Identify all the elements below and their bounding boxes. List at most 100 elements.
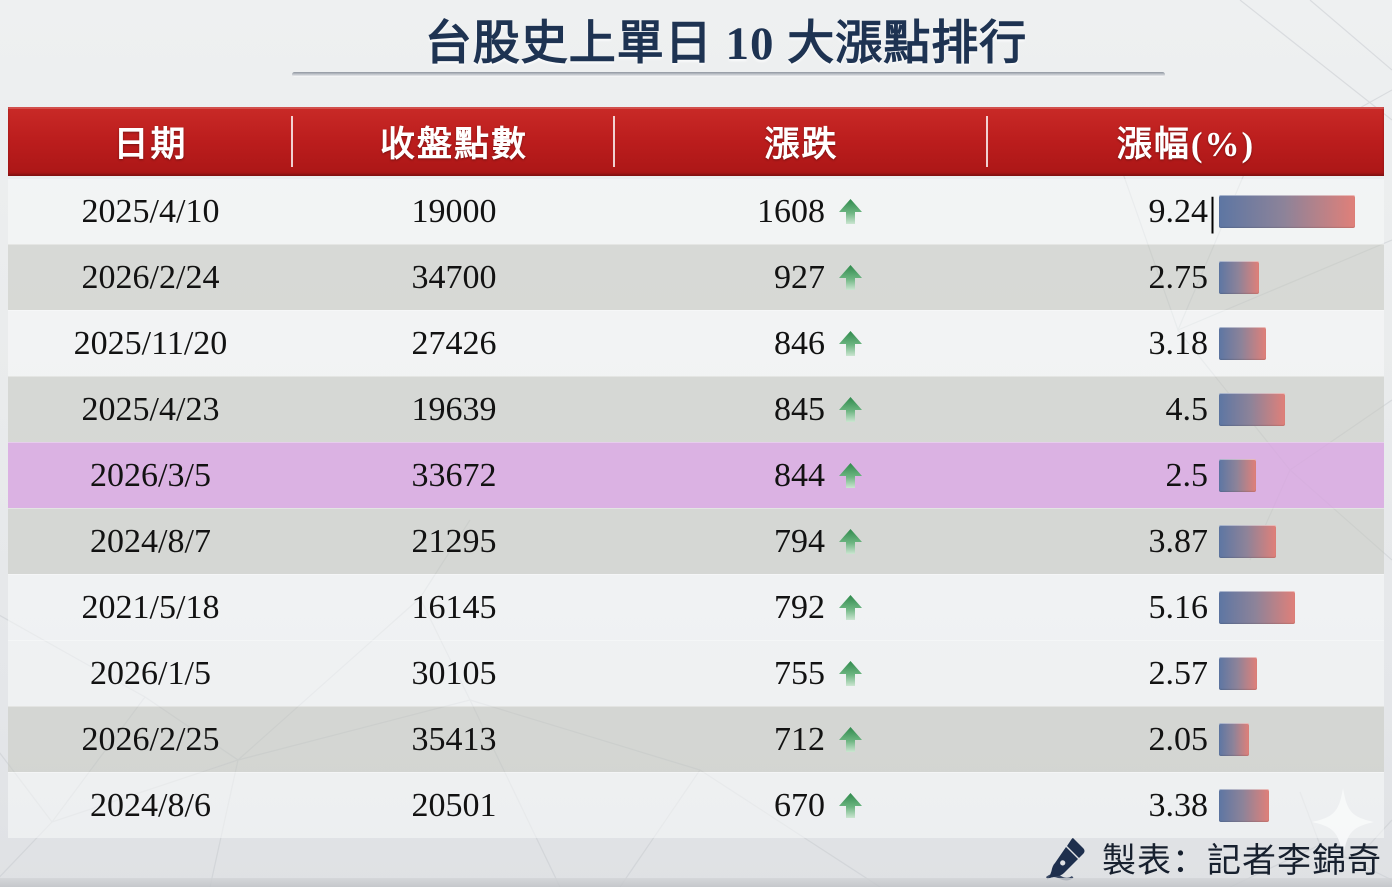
date-cell: 2025/4/23 xyxy=(81,390,220,428)
header-change: 漲跌 xyxy=(613,116,988,167)
close-cell: 19000 xyxy=(411,192,497,230)
ranking-table: 日期 收盤點數 漲跌 漲幅(%) 2025/4/10 19000 1608 9.… xyxy=(8,107,1384,838)
date-cell: 2024/8/6 xyxy=(90,786,211,824)
date-cell: 2021/5/18 xyxy=(81,588,220,626)
close-cell: 35413 xyxy=(411,720,497,758)
header-date: 日期 xyxy=(113,125,188,164)
bar-left-tick: | xyxy=(1208,188,1217,234)
pct-value: 9.24 xyxy=(1148,192,1209,230)
change-value: 712 xyxy=(774,720,825,758)
date-cell: 2026/3/5 xyxy=(90,456,211,494)
table-row: 2025/11/20 27426 846 3.18 xyxy=(8,310,1384,376)
fountain-pen-icon xyxy=(1046,837,1085,881)
up-arrow-icon xyxy=(839,595,862,620)
close-cell: 19639 xyxy=(411,390,497,428)
table-row: 2024/8/6 20501 670 3.38 xyxy=(8,772,1384,838)
header-close: 收盤點數 xyxy=(291,116,615,167)
close-cell: 16145 xyxy=(411,588,497,626)
pct-value: 2.57 xyxy=(1148,654,1209,692)
table-row: 2025/4/23 19639 845 4.5 xyxy=(8,376,1384,442)
pct-cell: 2.05 xyxy=(988,707,1384,772)
pct-bar xyxy=(1219,327,1266,360)
change-value: 792 xyxy=(774,588,825,626)
up-arrow-icon xyxy=(839,793,862,818)
change-value: 1608 xyxy=(757,192,825,230)
up-arrow-icon xyxy=(839,727,862,752)
pct-bar xyxy=(1219,723,1249,756)
table-row: 2024/8/7 21295 794 3.87 xyxy=(8,508,1384,574)
table-row: 2026/2/24 34700 927 2.75 xyxy=(8,244,1384,310)
close-cell: 33672 xyxy=(411,456,497,494)
pct-cell: 3.38 xyxy=(988,773,1384,838)
title-divider xyxy=(292,72,1165,77)
pct-bar xyxy=(1219,393,1285,426)
pct-cell: 5.16 xyxy=(988,575,1384,640)
page-title: 台股史上單日 10 大漲點排行 xyxy=(424,18,1028,70)
pct-cell: 2.75 xyxy=(988,245,1384,310)
date-cell: 2026/2/25 xyxy=(81,720,220,758)
change-value: 670 xyxy=(774,786,825,824)
table-row: 2025/4/10 19000 1608 9.24 | xyxy=(8,179,1384,244)
change-value: 846 xyxy=(774,324,825,362)
close-cell: 20501 xyxy=(411,786,497,824)
change-cell: 670 xyxy=(615,773,988,838)
change-value: 927 xyxy=(774,258,825,296)
credit-text: 製表：記者李錦奇 xyxy=(1102,843,1382,880)
pct-value: 5.16 xyxy=(1148,588,1209,626)
table-header-row: 日期 收盤點數 漲跌 漲幅(%) xyxy=(8,107,1384,176)
close-cell: 27426 xyxy=(411,324,497,362)
header-pct: 漲幅(%) xyxy=(986,116,1384,167)
table-row: 2021/5/18 16145 792 5.16 xyxy=(8,574,1384,640)
close-cell: 21295 xyxy=(411,522,497,560)
up-arrow-icon xyxy=(839,661,862,686)
change-value: 794 xyxy=(774,522,825,560)
change-cell: 845 xyxy=(615,377,988,442)
close-cell: 30105 xyxy=(411,654,497,692)
pct-bar xyxy=(1219,525,1276,558)
change-value: 845 xyxy=(774,390,825,428)
up-arrow-icon xyxy=(839,529,862,554)
pct-cell: 2.5 xyxy=(988,443,1384,508)
table-body: 2025/4/10 19000 1608 9.24 | 2026/2/24 34… xyxy=(8,179,1384,838)
up-arrow-icon xyxy=(839,265,862,290)
change-cell: 712 xyxy=(615,707,988,772)
change-cell: 844 xyxy=(615,443,988,508)
pct-cell: 4.5 xyxy=(988,377,1384,442)
date-cell: 2025/4/10 xyxy=(81,192,220,230)
pct-cell: 3.87 xyxy=(988,509,1384,574)
change-cell: 846 xyxy=(615,311,988,376)
pct-cell: 3.18 xyxy=(988,311,1384,376)
date-cell: 2025/11/20 xyxy=(73,324,228,362)
date-cell: 2026/1/5 xyxy=(90,654,211,692)
pct-value: 3.87 xyxy=(1148,522,1209,560)
pct-cell: 2.57 xyxy=(988,641,1384,706)
date-cell: 2026/2/24 xyxy=(81,258,220,296)
date-cell: 2024/8/7 xyxy=(90,522,211,560)
up-arrow-icon xyxy=(839,331,862,356)
up-arrow-icon xyxy=(839,199,862,224)
table-row: 2026/1/5 30105 755 2.57 xyxy=(8,640,1384,706)
footer-credit: 製表：記者李錦奇 xyxy=(1042,833,1382,882)
close-cell: 34700 xyxy=(411,258,497,296)
pct-bar xyxy=(1219,789,1269,822)
up-arrow-icon xyxy=(839,463,862,488)
pct-value: 2.05 xyxy=(1148,720,1209,758)
title-block: 台股史上單日 10 大漲點排行 xyxy=(0,4,1392,73)
pct-value: 3.18 xyxy=(1148,324,1209,362)
bottom-edge-strip xyxy=(0,878,1392,887)
change-cell: 927 xyxy=(615,245,988,310)
change-cell: 794 xyxy=(615,509,988,574)
pct-bar xyxy=(1219,657,1257,690)
change-cell: 792 xyxy=(615,575,988,640)
change-cell: 1608 xyxy=(615,179,988,244)
pct-value: 4.5 xyxy=(1165,390,1209,428)
pct-bar xyxy=(1219,459,1256,492)
pct-cell: 9.24 | xyxy=(988,179,1384,244)
change-cell: 755 xyxy=(615,641,988,706)
change-value: 844 xyxy=(774,456,825,494)
pct-value: 2.5 xyxy=(1165,456,1209,494)
pct-bar xyxy=(1219,195,1355,228)
up-arrow-icon xyxy=(839,397,862,422)
change-value: 755 xyxy=(774,654,825,692)
